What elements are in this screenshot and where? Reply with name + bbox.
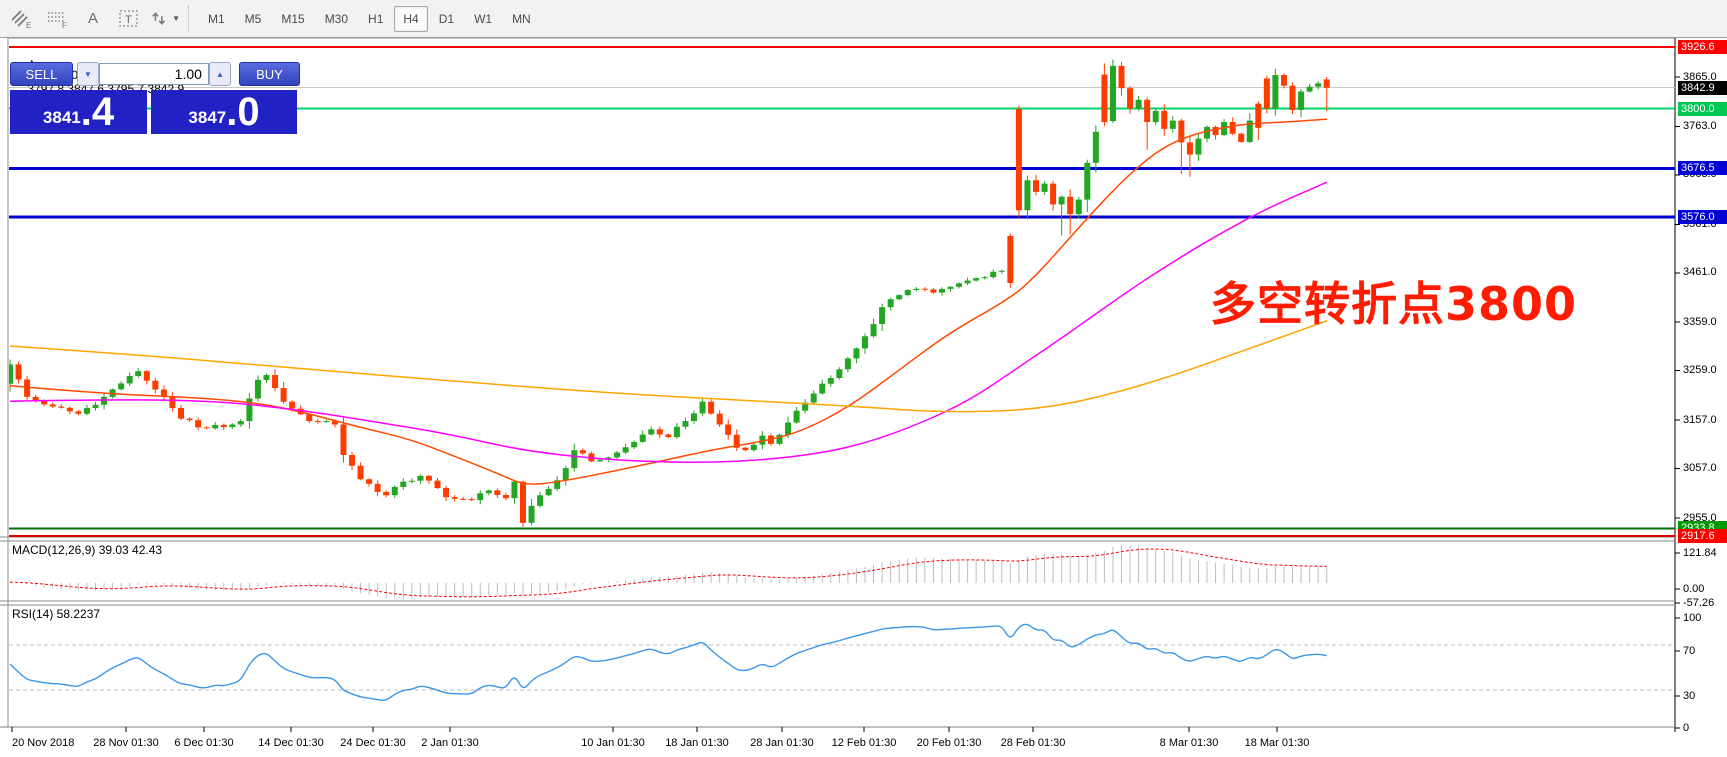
- tab-timeframe-m15[interactable]: M15: [281, 11, 305, 26]
- tab-timeframe-w1[interactable]: W1: [474, 11, 493, 26]
- ask-price-stem: 3847: [188, 108, 227, 127]
- indicator-axis-tick: 70: [1683, 645, 1696, 657]
- price-axis-tick: 3865.0: [1683, 70, 1717, 83]
- tab-timeframe-m30[interactable]: M30: [324, 11, 349, 26]
- time-axis-label: 24 Dec 01:30: [340, 737, 406, 749]
- rsi-line: [9, 623, 1327, 701]
- time-axis-label: 8 Mar 01:30: [1159, 737, 1219, 749]
- toolbar-separator: [188, 5, 190, 32]
- indicator-axis-tick: 121.84: [1683, 547, 1717, 559]
- tab-timeframe-h4[interactable]: H4: [394, 5, 428, 32]
- ask-price-big-digit: .0: [226, 90, 260, 134]
- volume-spinner: ▼ ▲: [76, 62, 231, 86]
- ma-slow: [9, 320, 1328, 413]
- time-axis-label: 12 Feb 01:30: [831, 737, 897, 749]
- indicator-axis-tick: 30: [1683, 690, 1696, 702]
- indicator-axis-tick: 0.00: [1683, 583, 1705, 595]
- bid-price-stem: 3841: [42, 108, 81, 127]
- svg-text:E: E: [26, 21, 31, 30]
- time-axis-label: 18 Jan 01:30: [665, 737, 729, 749]
- tab-timeframe-d1[interactable]: D1: [438, 11, 455, 26]
- time-axis-label: 20 Nov 2018: [12, 737, 75, 749]
- macd-signal-line: [9, 548, 1327, 598]
- ma-mid: [9, 181, 1328, 463]
- volume-input[interactable]: [98, 63, 209, 85]
- volume-increase-button[interactable]: ▲: [208, 62, 231, 86]
- svg-text:T: T: [125, 14, 132, 26]
- time-axis-label: 2 Jan 01:30: [421, 737, 479, 749]
- chart-text-annotation: 多空转折点3800: [1210, 277, 1578, 331]
- hatch-pencil-icon[interactable]: E: [6, 6, 36, 32]
- time-axis-label: 10 Jan 01:30: [581, 737, 645, 749]
- timeframe-group: M1 M5 M15 M30 H1 H4 D1 W1 MN: [198, 5, 541, 32]
- time-axis-label: 14 Dec 01:30: [258, 737, 324, 749]
- macd-pane-label: MACD(12,26,9) 39.03 42.43: [12, 543, 163, 557]
- price-axis-tick: 3359.0: [1683, 315, 1717, 328]
- price-axis-badge: 2917.6: [1678, 529, 1727, 544]
- price-axis-tick: 3057.0: [1683, 462, 1717, 475]
- ask-price-panel[interactable]: 3847.0: [151, 90, 297, 134]
- price-axis-badge: 3926.6: [1678, 40, 1727, 55]
- label-a-icon[interactable]: A: [87, 10, 98, 27]
- chevron-down-icon: ▼: [172, 14, 180, 23]
- price-axis-badge: 3800.0: [1678, 101, 1727, 116]
- time-axis-label: 6 Dec 01:30: [174, 737, 234, 749]
- rsi-pane-label: RSI(14) 58.2237: [12, 607, 101, 621]
- time-axis-label: 28 Jan 01:30: [750, 737, 814, 749]
- grid-icon[interactable]: F: [42, 6, 72, 32]
- price-axis-badge: 3676.5: [1678, 161, 1727, 176]
- time-axis-label: 28 Nov 01:30: [93, 737, 159, 749]
- indicator-axis-tick: -57.26: [1683, 597, 1715, 609]
- tab-timeframe-h1[interactable]: H1: [368, 11, 384, 26]
- time-axis-label: 18 Mar 01:30: [1244, 737, 1310, 749]
- tab-timeframe-mn[interactable]: MN: [512, 11, 531, 26]
- textbox-icon[interactable]: T: [114, 6, 144, 32]
- price-axis-tick: 2955.0: [1683, 511, 1717, 524]
- indicator-axis-tick: 0: [1683, 722, 1690, 734]
- tab-timeframe-m1[interactable]: M1: [208, 11, 225, 26]
- price-axis-badge: 3576.0: [1678, 210, 1727, 225]
- bid-price-panel[interactable]: 3841.4: [10, 90, 147, 134]
- time-axis-label: 28 Feb 01:30: [1000, 737, 1066, 749]
- one-click-trade-panel: SELL ▼ ▲ BUY 3841.4 3847.0: [10, 62, 300, 134]
- price-axis-tick: 3461.0: [1683, 266, 1717, 279]
- bid-price-big-digit: .4: [80, 90, 115, 134]
- tab-timeframe-m5[interactable]: M5: [244, 11, 262, 26]
- price-axis-tick: 3763.0: [1683, 119, 1717, 132]
- buy-button[interactable]: BUY: [238, 62, 300, 86]
- ma-fast: [9, 118, 1328, 485]
- price-axis-tick: 3157.0: [1683, 413, 1717, 426]
- volume-decrease-button[interactable]: ▼: [76, 62, 99, 86]
- time-axis-label: 20 Feb 01:30: [916, 737, 982, 749]
- indicator-axis-tick: 100: [1683, 612, 1702, 624]
- price-axis-tick: 3259.0: [1683, 364, 1717, 377]
- svg-text:F: F: [62, 21, 67, 30]
- sell-button[interactable]: SELL: [10, 62, 73, 86]
- price-axis-badge: 3842.9: [1678, 80, 1727, 95]
- cycle-arrows-icon[interactable]: ▼: [150, 6, 180, 32]
